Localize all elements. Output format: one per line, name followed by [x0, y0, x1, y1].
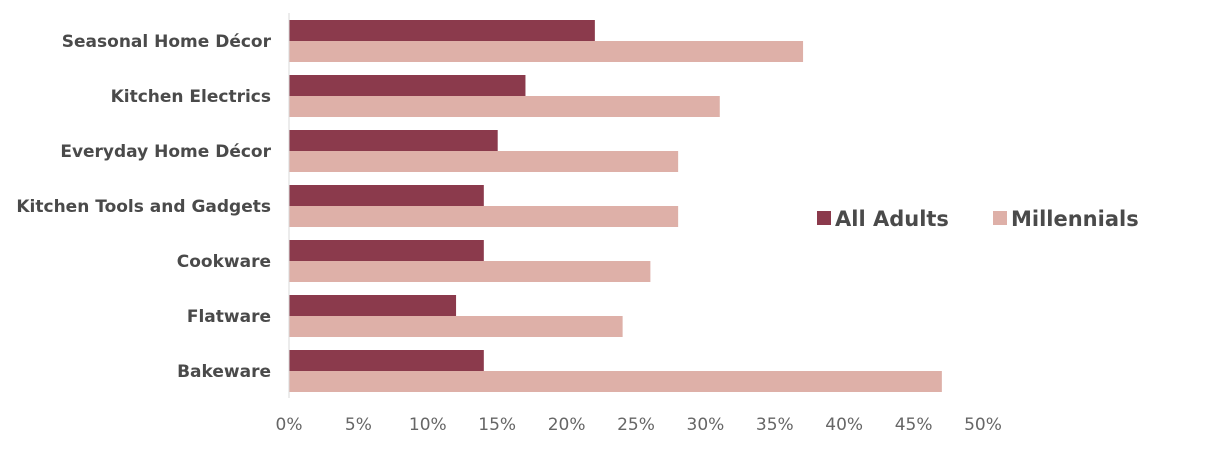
x-tick-label: 15%	[478, 415, 516, 435]
x-tick-label: 0%	[276, 415, 303, 435]
category-label: Kitchen Electrics	[111, 87, 271, 107]
x-tick-label: 20%	[548, 415, 586, 435]
bars-group	[289, 20, 942, 392]
x-tick-label: 25%	[617, 415, 655, 435]
bar-all-adults	[289, 240, 484, 261]
category-label: Everyday Home Décor	[60, 142, 271, 162]
bar-millennials	[289, 316, 623, 337]
legend: All Adults Millennials	[817, 207, 1139, 231]
x-tick-label: 10%	[409, 415, 447, 435]
x-tick-label: 50%	[964, 415, 1002, 435]
category-labels: Seasonal Home Décor Kitchen Electrics Ever…	[16, 32, 271, 382]
x-axis-ticks: 0% 5% 10% 15% 20% 25% 30% 35% 40% 45% 50%	[276, 415, 1002, 435]
x-tick-label: 30%	[687, 415, 725, 435]
legend-label: All Adults	[835, 207, 949, 231]
legend-swatch	[993, 211, 1007, 225]
x-tick-label: 45%	[895, 415, 933, 435]
x-tick-label: 5%	[345, 415, 372, 435]
bar-all-adults	[289, 75, 526, 96]
bar-millennials	[289, 96, 720, 117]
legend-swatch	[817, 211, 831, 225]
bar-all-adults	[289, 295, 457, 316]
bar-millennials	[289, 206, 679, 227]
bar-millennials	[289, 261, 651, 282]
x-tick-label: 35%	[756, 415, 794, 435]
bar-millennials	[289, 151, 679, 172]
bar-all-adults	[289, 20, 595, 41]
category-label: Cookware	[177, 252, 271, 272]
x-tick-label: 40%	[825, 415, 863, 435]
bar-millennials	[289, 371, 942, 392]
category-label: Bakeware	[177, 362, 271, 382]
bar-millennials	[289, 41, 804, 62]
category-label: Kitchen Tools and Gadgets	[16, 197, 271, 217]
bar-all-adults	[289, 350, 484, 371]
legend-label: Millennials	[1011, 207, 1139, 231]
bar-all-adults	[289, 130, 498, 151]
category-label: Flatware	[187, 307, 271, 327]
bar-all-adults	[289, 185, 484, 206]
category-label: Seasonal Home Décor	[62, 32, 272, 52]
